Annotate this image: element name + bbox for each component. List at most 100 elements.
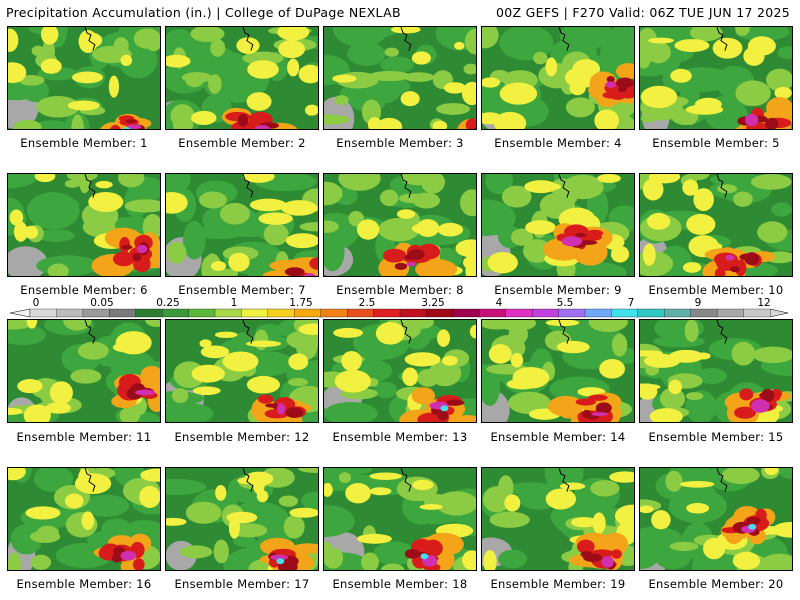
precip-contour <box>247 60 279 79</box>
precip-contour <box>245 174 256 181</box>
precip-contour <box>33 468 74 493</box>
precip-contour <box>469 123 476 129</box>
precip-contour <box>198 191 227 209</box>
precip-contour <box>640 85 678 109</box>
precip-contour <box>289 507 318 518</box>
precip-contour <box>645 41 671 64</box>
precip-contour <box>31 45 45 57</box>
precip-contour <box>166 241 187 264</box>
precip-contour <box>508 324 528 345</box>
precip-contour <box>108 75 120 98</box>
precip-contour <box>71 71 103 84</box>
precip-contour <box>611 549 622 559</box>
precip-contour <box>483 549 497 570</box>
precip-contour <box>404 254 417 261</box>
precip-contour <box>332 74 357 83</box>
coastline <box>84 174 96 198</box>
precip-contour <box>258 212 293 225</box>
colorbar-tick-label: 0 <box>33 297 40 309</box>
precip-contour <box>759 553 792 570</box>
precip-max <box>561 236 583 247</box>
precip-contour <box>583 553 603 562</box>
member-caption: Ensemble Member: 8 <box>336 283 464 297</box>
coastline <box>242 27 254 51</box>
precip-map <box>8 174 160 276</box>
precip-contour <box>763 228 787 239</box>
coastline <box>84 320 96 344</box>
precip-map <box>166 174 318 276</box>
precip-contour <box>764 468 779 476</box>
colorbar-swatch <box>241 308 269 318</box>
precip-max <box>406 262 417 267</box>
precip-contour <box>411 223 439 234</box>
colorbar-tick-label: 3.25 <box>421 297 444 309</box>
colorbar-tick-label: 2.5 <box>359 297 376 309</box>
precip-map <box>166 27 318 129</box>
precip-contour <box>125 119 137 124</box>
coastline <box>400 468 412 492</box>
colorbar-swatch <box>294 308 322 318</box>
precip-contour <box>581 409 592 419</box>
precip-contour <box>575 398 596 406</box>
precip-contour <box>304 104 318 116</box>
precip-contour <box>71 114 84 129</box>
precip-contour <box>242 51 284 66</box>
precip-contour <box>324 114 350 125</box>
ensemble-panel-2 <box>165 26 319 130</box>
precip-contour <box>545 320 580 327</box>
ensemble-panel-5 <box>639 26 793 130</box>
precip-contour <box>694 97 722 111</box>
precip-map <box>640 468 792 570</box>
coastline <box>242 320 254 344</box>
precip-contour <box>569 80 586 96</box>
precip-contour <box>338 472 352 484</box>
precip-contour <box>778 468 792 479</box>
precip-contour <box>734 406 756 419</box>
colorbar-tick-label: 0.05 <box>90 297 113 309</box>
precip-contour <box>288 378 309 387</box>
precip-contour <box>277 27 310 41</box>
precip-max <box>126 124 142 129</box>
member-caption: Ensemble Member: 6 <box>20 283 148 297</box>
precip-contour <box>222 351 259 372</box>
precip-contour <box>441 355 458 366</box>
precip-contour <box>489 511 530 528</box>
precip-contour <box>286 330 318 350</box>
member-caption: Ensemble Member: 12 <box>174 430 310 444</box>
precip-contour <box>400 91 420 107</box>
precip-contour <box>563 261 627 276</box>
precip-contour <box>301 491 318 510</box>
precip-contour <box>8 552 21 570</box>
member-caption: Ensemble Member: 20 <box>648 577 784 591</box>
precip-contour <box>649 408 683 422</box>
precip-contour <box>368 70 411 82</box>
precip-contour <box>470 128 476 129</box>
precip-contour <box>324 401 378 422</box>
colorbar-swatch <box>399 308 427 318</box>
precip-contour <box>117 174 145 188</box>
precip-contour <box>77 468 91 491</box>
precip-contour <box>463 63 476 75</box>
precip-contour <box>739 388 754 401</box>
member-caption: Ensemble Member: 17 <box>174 577 310 591</box>
precip-contour <box>341 350 362 371</box>
ensemble-panel-7 <box>165 173 319 277</box>
coastline <box>400 174 412 198</box>
member-caption: Ensemble Member: 10 <box>648 283 784 297</box>
member-caption: Ensemble Member: 4 <box>494 136 622 150</box>
precip-contour <box>689 27 723 42</box>
colorbar-swatch <box>584 308 612 318</box>
precip-max <box>276 402 286 415</box>
precip-contour <box>13 119 42 129</box>
precip-contour <box>64 493 84 509</box>
precip-contour <box>375 322 405 345</box>
colorbar-swatch <box>214 308 242 318</box>
precip-contour <box>36 229 75 242</box>
precip-max <box>591 412 608 417</box>
coastline <box>558 468 570 492</box>
precip-contour <box>508 391 551 415</box>
colorbar-swatch <box>637 308 665 318</box>
precip-contour <box>200 345 230 359</box>
precip-contour <box>435 491 476 516</box>
precip-contour <box>686 502 710 514</box>
